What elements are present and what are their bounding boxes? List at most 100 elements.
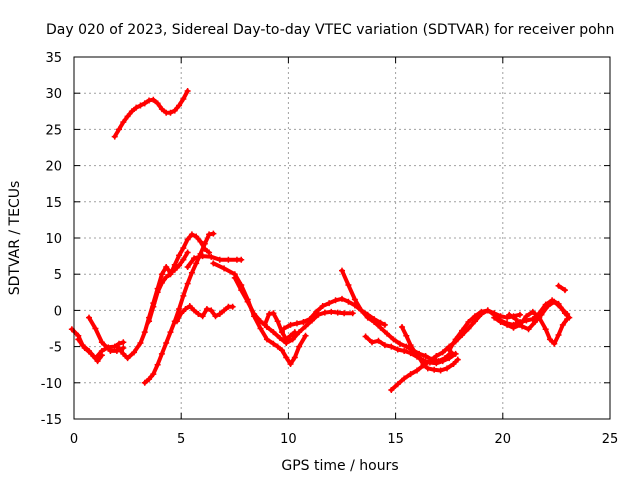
data-point [349, 310, 356, 317]
data-point [176, 102, 183, 109]
data-point [399, 324, 406, 331]
data-point [465, 325, 472, 332]
series-arc-5 [146, 231, 213, 325]
data-point [319, 303, 326, 310]
data-point [180, 256, 187, 263]
data-point [184, 280, 191, 287]
data-point [287, 360, 294, 367]
x-tick-label: 20 [495, 432, 512, 447]
x-tick-label: 10 [280, 432, 297, 447]
data-point [437, 367, 444, 374]
data-point [199, 313, 206, 320]
series-arc-19 [506, 298, 571, 333]
data-point [173, 318, 180, 325]
data-point [358, 307, 365, 314]
data-point [345, 298, 352, 305]
y-tick-label: -5 [49, 341, 62, 356]
data-point [388, 387, 395, 394]
data-point [137, 339, 144, 346]
data-point [107, 347, 114, 354]
data-point [332, 297, 339, 304]
data-point [523, 313, 530, 320]
data-point [403, 332, 410, 339]
series-arc-2 [75, 336, 105, 365]
data-point [270, 329, 277, 336]
data-point [167, 329, 174, 336]
data-point [133, 104, 140, 111]
data-point [296, 329, 303, 336]
y-tick-label: 0 [54, 304, 62, 319]
data-point [88, 350, 95, 357]
data-point [120, 339, 127, 346]
data-point [510, 324, 517, 331]
chart-title: Day 020 of 2023, Sidereal Day-to-day VTE… [46, 22, 614, 38]
data-point [512, 316, 519, 323]
data-point [381, 321, 388, 328]
data-point [433, 353, 440, 360]
data-point [364, 314, 371, 321]
data-point [208, 307, 215, 314]
data-point [369, 339, 376, 346]
data-point [341, 310, 348, 317]
data-point [251, 311, 258, 318]
series-line [76, 337, 104, 364]
data-point [199, 253, 206, 260]
data-point [150, 371, 157, 378]
data-point [491, 314, 498, 321]
series-line [447, 298, 572, 353]
y-tick-label: 20 [45, 160, 62, 175]
data-point [263, 324, 270, 331]
data-point [146, 376, 153, 383]
plot-frame [73, 56, 611, 420]
data-point [225, 256, 232, 263]
data-point [401, 375, 408, 382]
data-point [465, 318, 472, 325]
data-point [452, 350, 459, 357]
data-point [544, 303, 551, 310]
x-axis-label: GPS time / hours [281, 458, 398, 474]
data-point [484, 307, 491, 314]
data-point [163, 339, 170, 346]
data-point [551, 298, 558, 305]
data-point [478, 308, 485, 315]
data-point [120, 345, 127, 352]
series-arc-9 [210, 260, 309, 367]
data-point [497, 318, 504, 325]
data-point [274, 343, 281, 350]
data-point [193, 260, 200, 267]
data-point [191, 255, 198, 262]
data-point [278, 347, 285, 354]
data-point [564, 316, 571, 323]
data-point [328, 308, 335, 315]
data-point [176, 305, 183, 312]
data-point [334, 309, 341, 316]
data-point [94, 358, 101, 365]
data-point [283, 339, 290, 346]
data-point [555, 282, 562, 289]
data-point [270, 340, 277, 347]
series-arc-18 [491, 308, 571, 347]
data-point [191, 307, 198, 314]
y-tick-label: 15 [45, 196, 62, 211]
data-point [167, 109, 174, 116]
data-point [450, 360, 457, 367]
data-point [446, 355, 453, 362]
data-point [158, 271, 165, 278]
data-point [351, 296, 358, 303]
y-axis-label: SDTVAR / TECUs [7, 181, 23, 296]
data-point [561, 287, 568, 294]
data-point [377, 319, 384, 326]
data-point [150, 303, 157, 310]
data-point [559, 321, 566, 328]
data-point [300, 318, 307, 325]
x-tick-label: 25 [602, 432, 619, 447]
data-point [281, 325, 288, 332]
data-point [321, 309, 328, 316]
data-point [75, 336, 82, 343]
data-point [394, 346, 401, 353]
data-point [188, 231, 195, 238]
y-tick-label: -15 [41, 413, 62, 428]
data-point [362, 333, 369, 340]
data-point [416, 354, 423, 361]
data-point [384, 330, 391, 337]
